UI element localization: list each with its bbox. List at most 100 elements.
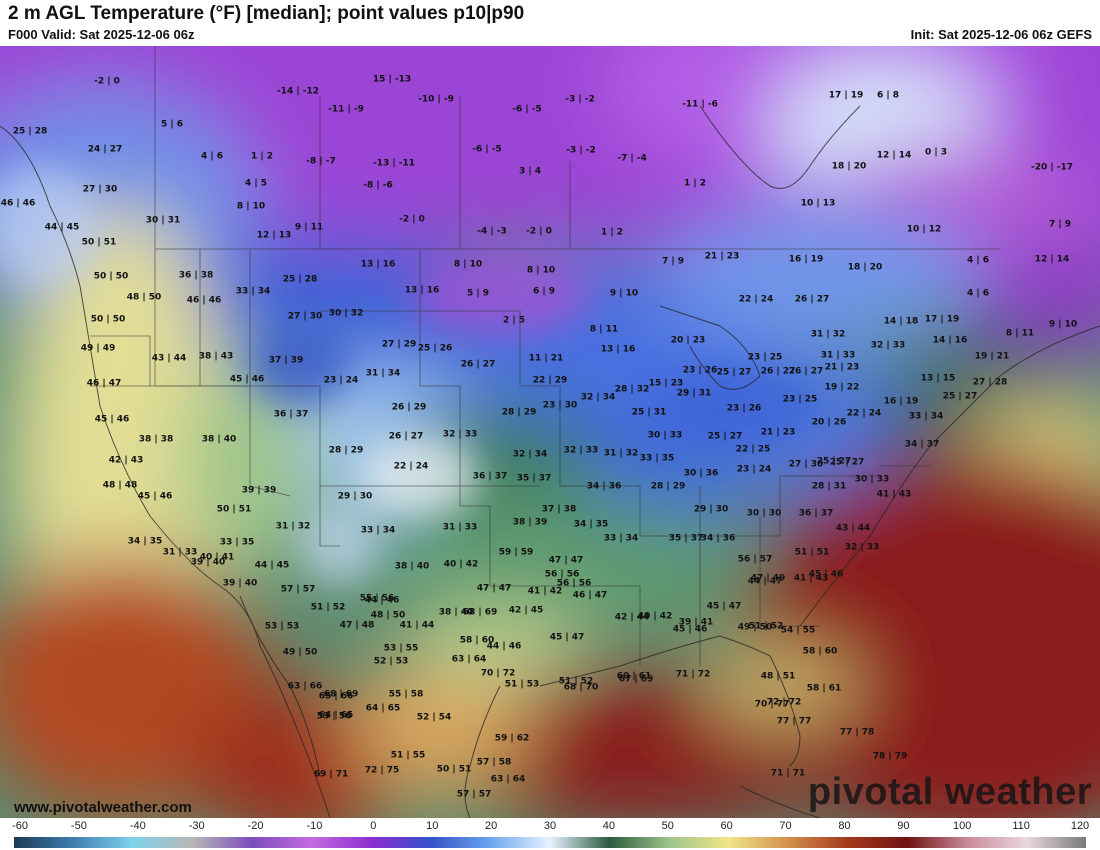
- point-value: 32 | 33: [870, 340, 906, 351]
- temperature-field: [0, 46, 1100, 818]
- point-value: -3 | -2: [566, 145, 596, 156]
- point-value: 27 | 30: [287, 311, 323, 322]
- point-value: 44 | 46: [364, 595, 400, 606]
- point-value: 25 | 27: [816, 456, 852, 467]
- point-value: 31 | 33: [162, 547, 198, 558]
- point-value: 40 | 41: [199, 552, 235, 563]
- point-value: 31 | 32: [603, 448, 639, 459]
- scale-tick-label: 60: [720, 820, 733, 832]
- website-label: www.pivotalweather.com: [14, 799, 192, 816]
- point-value: 51 | 52: [748, 621, 784, 632]
- point-value: 44 | 45: [44, 222, 80, 233]
- point-value: 52 | 54: [416, 712, 452, 723]
- point-value: 25 | 27: [716, 367, 752, 378]
- borders: [90, 46, 1000, 666]
- point-value: 29 | 30: [337, 491, 373, 502]
- point-value: 45 | 47: [706, 601, 742, 612]
- point-value: 56 | 56: [544, 569, 580, 580]
- point-value: -2 | 0: [399, 214, 425, 225]
- point-value: 51 | 51: [794, 547, 830, 558]
- point-value: 36 | 37: [273, 409, 309, 420]
- point-value: 3 | 4: [518, 166, 542, 177]
- scale-tick-label: 40: [602, 820, 615, 832]
- point-value: 31 | 34: [365, 368, 401, 379]
- point-value: 17 | 19: [924, 314, 960, 325]
- point-value: 22 | 24: [738, 294, 774, 305]
- point-value: -7 | -4: [617, 153, 647, 164]
- point-value: -11 | -6: [682, 99, 718, 110]
- point-value: 31 | 33: [820, 350, 856, 361]
- point-value: 23 | 24: [736, 464, 772, 475]
- scale-tick-label: -30: [188, 820, 205, 832]
- scale-tick-label: 10: [426, 820, 439, 832]
- point-value: 30 | 33: [854, 474, 890, 485]
- point-value: 30 | 32: [328, 308, 364, 319]
- point-value: 53 | 56: [316, 711, 352, 722]
- point-value: 28 | 32: [614, 384, 650, 395]
- map-title: 2 m AGL Temperature (°F) [median]; point…: [8, 3, 525, 24]
- point-value: 32 | 33: [442, 429, 478, 440]
- point-value: 40 | 42: [637, 611, 673, 622]
- point-value: 58 | 60: [802, 646, 838, 657]
- point-value: 48 | 51: [760, 671, 796, 682]
- point-value: 16 | 19: [788, 254, 824, 265]
- point-value: 34 | 36: [586, 481, 622, 492]
- point-value: 41 | 43: [793, 573, 829, 584]
- point-value: 13 | 15: [920, 373, 956, 384]
- point-value: 46 | 46: [0, 198, 36, 209]
- point-value: -3 | -2: [565, 94, 595, 105]
- point-value: 26 | 27: [460, 359, 496, 370]
- point-value: 50 | 50: [90, 314, 126, 325]
- point-value: 38 | 38: [138, 434, 174, 445]
- temperature-map: -2 | 0 -14 | -12 15 | -13 -10 | -9 -11 | -9 -…: [0, 46, 1100, 818]
- point-value: 30 | 33: [647, 430, 683, 441]
- point-value: 12 | 13: [256, 230, 292, 241]
- point-value: 33 | 34: [235, 286, 271, 297]
- scale-tick-label: 50: [661, 820, 674, 832]
- point-value: 70 | 72: [480, 668, 516, 679]
- point-value: 25 | 28: [282, 274, 318, 285]
- point-value: 8 | 10: [453, 259, 483, 270]
- point-value: 36 | 38: [178, 270, 214, 281]
- point-value: 59 | 59: [498, 547, 534, 558]
- scale-tick-label: 30: [543, 820, 557, 832]
- point-value: 34 | 35: [573, 519, 609, 530]
- point-value: 68 | 69: [323, 689, 359, 700]
- point-value: 8 | 10: [236, 201, 266, 212]
- point-value: 58 | 61: [806, 683, 842, 694]
- point-value: 12 | 14: [1034, 254, 1070, 265]
- point-value: -6 | -5: [512, 104, 542, 115]
- scale-tick-label: -40: [129, 820, 146, 832]
- point-value: 13 | 16: [404, 285, 440, 296]
- point-value: 28 | 31: [811, 481, 847, 492]
- point-value: 78 | 79: [872, 751, 908, 762]
- point-value: 23 | 24: [323, 375, 359, 386]
- point-value: 38 | 40: [394, 561, 430, 572]
- point-value: 44 | 46: [486, 641, 522, 652]
- point-value: 1 | 2: [250, 151, 274, 162]
- point-value: 47 | 48: [339, 620, 375, 631]
- point-value: 46 | 47: [572, 590, 608, 601]
- chart-header: 2 m AGL Temperature (°F) [median]; point…: [0, 0, 1100, 46]
- point-value: 42 | 43: [108, 455, 144, 466]
- point-value: 41 | 44: [399, 620, 435, 631]
- point-value: 50 | 50: [93, 271, 129, 282]
- point-value: 31 | 33: [442, 522, 478, 533]
- point-value: 57 | 57: [280, 584, 316, 595]
- point-value: 6 | 9: [532, 286, 556, 297]
- point-value: 47 | 47: [476, 583, 512, 594]
- point-value: 54 | 55: [780, 625, 816, 636]
- point-value: 7 | 9: [1048, 219, 1072, 230]
- point-value: 21 | 23: [704, 251, 740, 262]
- point-value: 63 | 64: [490, 774, 526, 785]
- point-value: 35 | 37: [516, 473, 552, 484]
- point-value: 27 | 28: [972, 377, 1008, 388]
- color-bar: [14, 837, 1086, 848]
- point-value: 57 | 57: [456, 789, 492, 800]
- scale-tick-label: 20: [484, 820, 498, 832]
- point-value: 55 | 56: [359, 593, 395, 604]
- point-value: 1 | 2: [600, 227, 624, 238]
- point-value: 16 | 19: [883, 396, 919, 407]
- point-value: 45 | 47: [549, 632, 585, 643]
- point-value: -8 | -6: [363, 180, 393, 191]
